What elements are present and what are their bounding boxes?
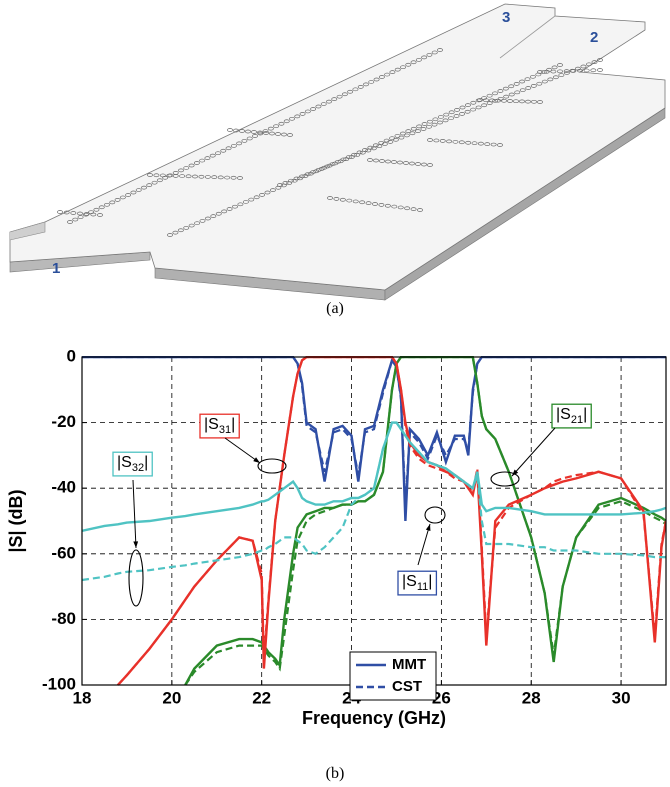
y-axis-label: |S| (dB) [6, 489, 26, 552]
port-label: 2 [590, 29, 598, 46]
series-label-part: | [583, 406, 587, 423]
via [584, 69, 589, 72]
series-label-part: 31 [219, 424, 231, 436]
series-label-part: |S [117, 454, 132, 471]
caption: (b) [326, 765, 345, 782]
page: 1 2 3 (a) (b) Frequency (GHz) |S| (dB) 1… [0, 0, 670, 787]
board-render: 1 2 3 [10, 4, 665, 300]
legend-label: MMT [392, 656, 426, 673]
x-tick-label: 22 [252, 688, 271, 707]
x-tick-label: 20 [162, 688, 181, 707]
series-label-part: 32 [132, 462, 144, 474]
series-label-part: 11 [417, 581, 428, 593]
via [227, 129, 232, 132]
figure: 1 2 3 (a) (b) Frequency (GHz) |S| (dB) 1… [0, 0, 670, 787]
port-label: 1 [52, 260, 60, 277]
y-tick-label: -40 [51, 478, 76, 497]
via [591, 69, 596, 72]
y-tick-label: 0 [67, 346, 76, 365]
series-label-part: |S [204, 416, 219, 433]
y-tick-label: -60 [51, 543, 76, 562]
via [57, 211, 62, 214]
series-label-part: 21 [571, 414, 583, 426]
y-tick-label: -100 [42, 674, 76, 693]
port-label: 3 [502, 9, 510, 26]
legend-label: CST [392, 678, 422, 695]
x-axis-label: Frequency (GHz) [302, 708, 446, 728]
x-tick-label: 28 [522, 688, 541, 707]
plot: 18202224262830-100-80-60-40-200|S11||S21… [42, 346, 666, 707]
series-label-part: | [428, 573, 432, 590]
series-label-part: | [144, 454, 148, 471]
x-tick-label: 30 [612, 688, 631, 707]
y-tick-label: -80 [51, 609, 76, 628]
board-top [10, 4, 665, 290]
caption: (a) [326, 300, 344, 317]
series-label-part: | [231, 416, 235, 433]
series-label-part: |S [402, 573, 417, 590]
via [597, 69, 602, 72]
y-tick-label: -20 [51, 412, 76, 431]
series-label-part: |S [556, 406, 571, 423]
